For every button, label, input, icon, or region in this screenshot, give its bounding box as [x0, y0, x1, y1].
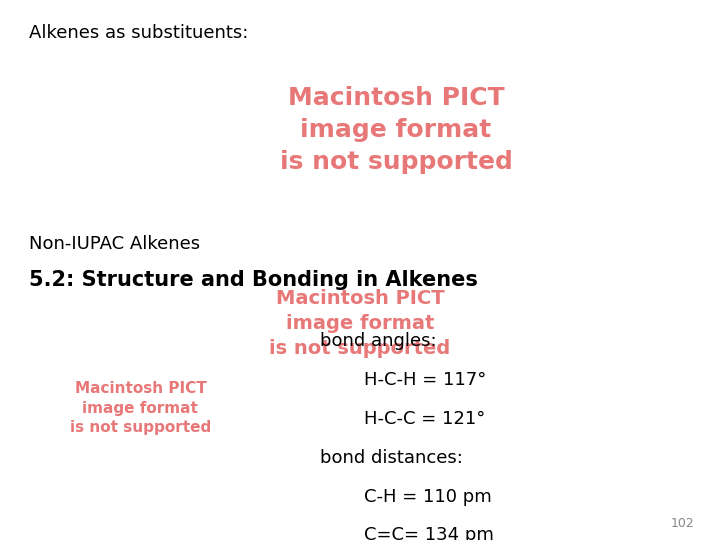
Text: Alkenes as substituents:: Alkenes as substituents:	[29, 24, 248, 42]
Text: C=C= 134 pm: C=C= 134 pm	[364, 526, 493, 540]
Text: Macintosh PICT
image format
is not supported: Macintosh PICT image format is not suppo…	[70, 381, 211, 435]
Text: Macintosh PICT
image format
is not supported: Macintosh PICT image format is not suppo…	[279, 86, 513, 173]
Text: bond distances:: bond distances:	[320, 449, 463, 467]
Text: H-C-C = 121°: H-C-C = 121°	[364, 410, 485, 428]
Text: Macintosh PICT
image format
is not supported: Macintosh PICT image format is not suppo…	[269, 289, 451, 358]
Text: Non-IUPAC Alkenes: Non-IUPAC Alkenes	[29, 235, 200, 253]
Text: H-C-H = 117°: H-C-H = 117°	[364, 371, 486, 389]
Text: C-H = 110 pm: C-H = 110 pm	[364, 488, 491, 505]
Text: 5.2: Structure and Bonding in Alkenes: 5.2: Structure and Bonding in Alkenes	[29, 270, 477, 290]
Text: 102: 102	[671, 517, 695, 530]
Text: bond angles:: bond angles:	[320, 332, 437, 350]
